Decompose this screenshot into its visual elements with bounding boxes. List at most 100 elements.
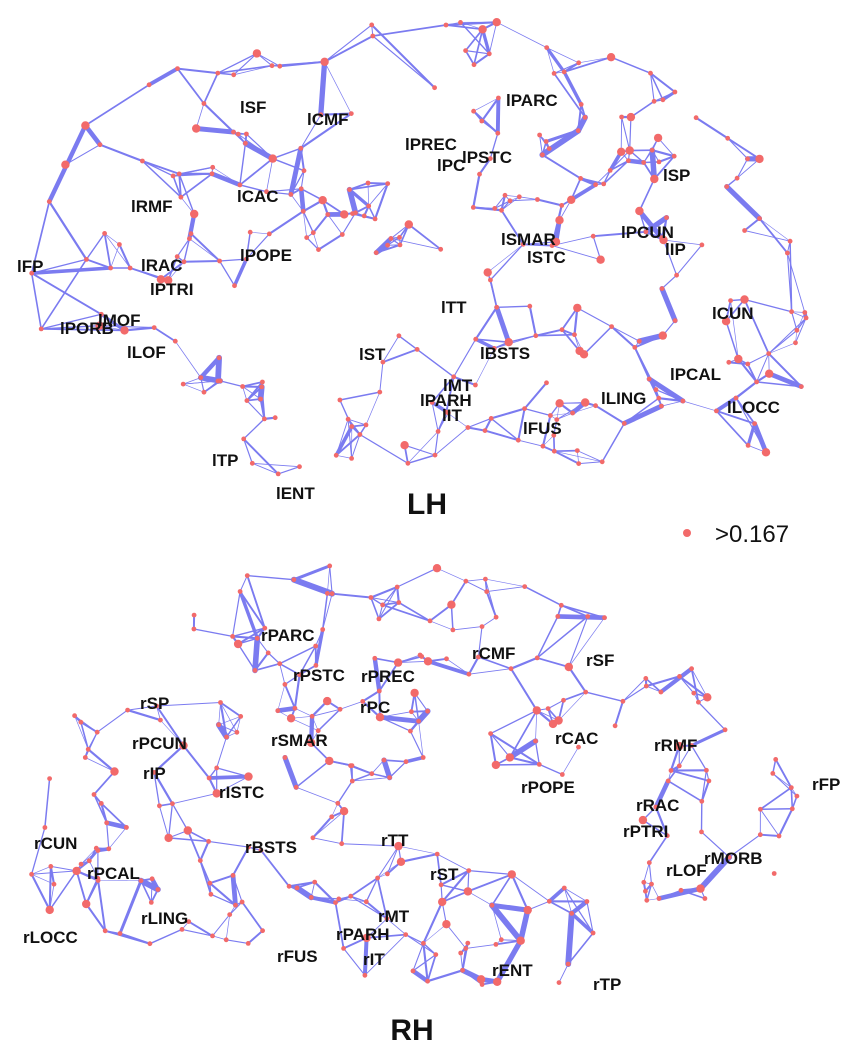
network-edge [452,375,477,387]
network-node [788,785,794,790]
network-edge [534,328,563,337]
network-edge [346,186,359,216]
network-edge [279,663,286,685]
network-edge [472,173,481,209]
network-edge [670,769,710,782]
network-edge [182,377,202,385]
network-edge [541,414,552,448]
network-edge [313,880,337,904]
network-edge [225,939,249,944]
network-edge [658,666,694,695]
network-edge [510,873,529,912]
network-edge [186,829,202,862]
network-edge [536,615,559,659]
network-edge [292,564,332,582]
network-edge [254,662,281,672]
network-edge [40,258,88,330]
network-edge [409,730,424,759]
network-edge [477,626,483,658]
network-edge [153,771,161,807]
network-edge [715,410,749,447]
network-edge [569,182,598,202]
region-label: rPTRI [623,822,668,841]
network-edge [535,710,538,742]
network-node [180,381,186,387]
network-node [316,247,321,253]
network-node [724,184,730,190]
network-edge [246,400,265,420]
network-node [230,634,236,639]
network-node [148,900,154,905]
network-edge [347,418,353,459]
network-node [192,124,201,133]
network-node [186,919,192,924]
network-edge [339,701,364,710]
network-edge [208,840,250,848]
network-node [646,860,652,866]
network-node [650,174,659,184]
network-node [208,891,214,897]
network-edge [725,320,740,360]
network-edge [426,659,471,677]
network-node [410,688,419,698]
network-node [369,771,375,777]
network-node [479,982,485,987]
network-edge [743,298,793,313]
network-edge [376,877,388,920]
network-edge [159,260,185,281]
network-edge [183,237,191,263]
network-node [533,333,539,339]
network-edge [489,709,538,735]
network-node [349,456,354,461]
network-edge [100,802,128,829]
network-node [298,145,304,151]
network-node [537,132,542,138]
region-label: rLOF [666,861,707,880]
network-edge [386,845,399,875]
network-node [696,884,705,893]
network-edge [507,738,539,761]
network-node [466,671,472,677]
region-label: lPREC [405,135,457,154]
network-edge [577,103,583,132]
network-edge [232,590,241,638]
right-hemisphere-title: RH [390,1014,433,1047]
network-edge [737,357,758,383]
network-edge [278,645,317,665]
network-edge [75,869,88,905]
network-edge [437,412,449,432]
network-node [329,591,335,597]
network-node [794,793,800,799]
network-edge [472,206,503,212]
network-edge [312,213,329,234]
network-node [689,743,694,748]
network-edge [663,239,703,246]
network-edge [489,732,497,766]
network-edge [219,701,242,718]
network-node [460,967,465,973]
network-node [349,424,355,429]
network-edge [282,754,299,790]
network-edge [118,879,143,935]
network-edge [237,133,274,160]
network-node [643,683,649,689]
network-edge [445,411,469,428]
network-edge [126,708,162,722]
network-edge [682,400,717,412]
network-edge [377,714,422,724]
network-edge [275,705,298,714]
network-edge [561,306,579,331]
network-edge [176,238,190,258]
network-node [617,147,626,156]
network-node [745,361,751,367]
network-edge [648,862,653,885]
network-node [216,355,222,361]
network-node [245,941,251,946]
network-node [347,187,352,193]
network-edge [372,35,436,89]
network-edge [310,896,340,900]
network-node [110,767,119,776]
network-node [507,870,516,879]
network-edge [237,643,256,672]
network-edge [759,833,780,837]
